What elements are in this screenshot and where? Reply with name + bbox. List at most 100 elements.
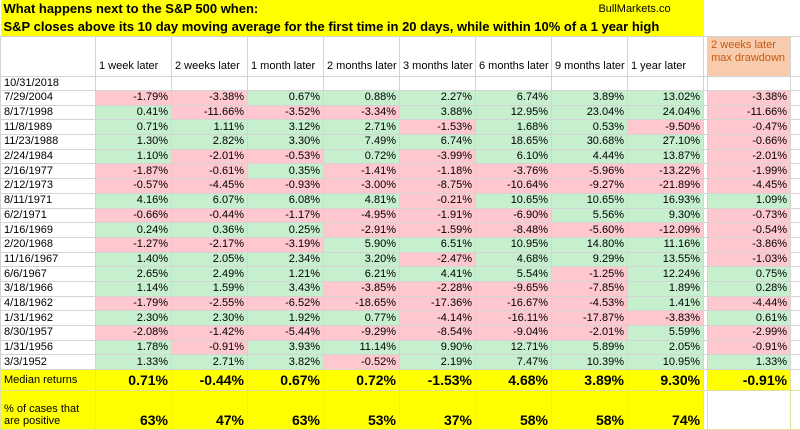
value-cell: 1.59% <box>171 280 248 297</box>
drawdown-cell: 0.75% <box>707 266 792 282</box>
empty-cell <box>790 192 800 209</box>
empty-cell <box>790 251 800 268</box>
value-cell: 4.16% <box>95 192 172 209</box>
median-row: Median returns 0.71% -0.44% 0.67% 0.72% -1.53… <box>0 369 800 392</box>
data-row: 6/6/1967 2.65% 2.49% 1.21% 6.21% 4.41% 5.54% -1… <box>0 266 800 282</box>
value-cell: -6.52% <box>247 295 324 312</box>
data-row: 1/31/1962 2.30% 2.30% 1.92% 0.77% -4.14% -16.1… <box>0 310 800 326</box>
date-cell: 3/18/1966 <box>0 280 96 297</box>
value-cell: -4.95% <box>323 207 400 224</box>
value-cell: 4.81% <box>323 192 400 209</box>
value-cell: 6.07% <box>171 192 248 209</box>
value-cell: 10.65% <box>475 192 552 209</box>
value-cell: 0.72% <box>323 148 400 165</box>
drawdown-cell: -11.66% <box>707 104 792 121</box>
date-cell: 8/11/1971 <box>0 192 96 209</box>
column-header: 6 months later <box>475 36 552 77</box>
value-cell: 10.39% <box>551 354 628 371</box>
value-cell: 3.82% <box>247 354 324 371</box>
positive-value: 37% <box>399 390 476 430</box>
value-cell: -13.22% <box>626 163 705 180</box>
value-cell: 12.95% <box>475 104 552 121</box>
drawdown-cell: -3.38% <box>707 90 792 106</box>
value-cell: -3.38% <box>171 90 248 106</box>
data-row: 1/31/1956 1.78% -0.91% 3.93% 11.14% 9.90% 12.7… <box>0 339 800 356</box>
value-cell: -1.79% <box>95 295 172 312</box>
value-cell: -0.53% <box>247 148 324 165</box>
column-header: 9 months later <box>551 36 628 77</box>
date-cell: 3/3/1952 <box>0 354 96 371</box>
value-cell: 0.53% <box>551 119 628 136</box>
date-cell: 4/18/1962 <box>0 295 96 312</box>
value-cell: 6.10% <box>475 148 552 165</box>
value-cell: -9.50% <box>626 119 705 136</box>
value-cell: 13.87% <box>626 148 705 165</box>
value-cell: 6.51% <box>399 236 476 253</box>
drawdown-cell: -1.99% <box>707 163 792 180</box>
drawdown-cell: -2.99% <box>707 325 792 341</box>
title-row: What happens next to the S&P 500 when: B… <box>0 0 800 18</box>
value-cell: 1.78% <box>95 339 172 356</box>
value-cell: 2.71% <box>171 354 248 371</box>
value-cell: 1.68% <box>475 119 552 136</box>
empty-cell <box>790 163 800 180</box>
empty-cell <box>704 18 800 37</box>
value-cell: 4.41% <box>399 266 476 282</box>
value-cell: 10.65% <box>551 192 628 209</box>
drawdown-cell: -0.47% <box>707 119 792 136</box>
value-cell: 1.30% <box>95 134 172 150</box>
value-cell: -9.04% <box>475 325 552 341</box>
median-drawdown: -0.91% <box>707 369 792 392</box>
median-label: Median returns <box>0 369 96 392</box>
reference-date: 10/31/2018 <box>0 76 96 91</box>
drawdown-cell: -4.45% <box>707 178 792 194</box>
value-cell: -6.90% <box>475 207 552 224</box>
value-cell: -0.21% <box>399 192 476 209</box>
value-cell: -1.87% <box>95 163 172 180</box>
data-row: 11/8/1989 0.71% 1.11% 3.12% 2.71% -1.53% 1.68%… <box>0 119 800 136</box>
positive-value: 74% <box>626 390 705 430</box>
value-cell: 13.02% <box>626 90 705 106</box>
value-cell: -2.28% <box>399 280 476 297</box>
value-cell: -5.60% <box>551 222 628 238</box>
value-cell: 4.68% <box>475 251 552 268</box>
value-cell: -17.36% <box>399 295 476 312</box>
empty-cell <box>790 36 800 77</box>
empty-cell <box>707 76 792 91</box>
date-cell: 1/16/1969 <box>0 222 96 238</box>
value-cell: 9.30% <box>626 207 705 224</box>
source: BullMarkets.co <box>598 3 671 15</box>
value-cell: 1.11% <box>171 119 248 136</box>
value-cell: -1.59% <box>399 222 476 238</box>
value-cell: 2.71% <box>323 119 400 136</box>
date-cell: 2/24/1984 <box>0 148 96 165</box>
value-cell: -8.54% <box>399 325 476 341</box>
empty-cell <box>707 390 792 430</box>
value-cell: -1.91% <box>399 207 476 224</box>
value-cell: 5.54% <box>475 266 552 282</box>
value-cell: 0.67% <box>247 90 324 106</box>
value-cell: 3.12% <box>247 119 324 136</box>
empty-cell <box>790 236 800 253</box>
value-cell: 0.35% <box>247 163 324 180</box>
value-cell: -0.57% <box>95 178 172 194</box>
value-cell: -1.18% <box>399 163 476 180</box>
value-cell: 3.93% <box>247 339 324 356</box>
median-value: 4.68% <box>475 369 552 392</box>
value-cell: -2.08% <box>95 325 172 341</box>
subtitle-row: S&P closes above its 10 day moving avera… <box>0 18 800 37</box>
date-cell: 8/17/1998 <box>0 104 96 121</box>
value-cell: -4.53% <box>551 295 628 312</box>
value-cell: 16.93% <box>626 192 705 209</box>
data-row: 7/29/2004 -1.79% -3.38% 0.67% 0.88% 2.27% 6.74… <box>0 90 800 106</box>
positive-label: % of cases that are positive <box>0 390 96 430</box>
empty-cell <box>790 310 800 326</box>
data-row: 8/17/1998 0.41% -11.66% -3.52% -3.34% 3.88% 12… <box>0 104 800 121</box>
value-cell: -5.96% <box>551 163 628 180</box>
value-cell: 2.27% <box>399 90 476 106</box>
empty-cell <box>790 207 800 224</box>
data-row: 2/16/1977 -1.87% -0.61% 0.35% -1.41% -1.18% -3… <box>0 163 800 180</box>
median-value: 3.89% <box>551 369 628 392</box>
value-cell: -0.44% <box>171 207 248 224</box>
median-value: 0.71% <box>95 369 172 392</box>
